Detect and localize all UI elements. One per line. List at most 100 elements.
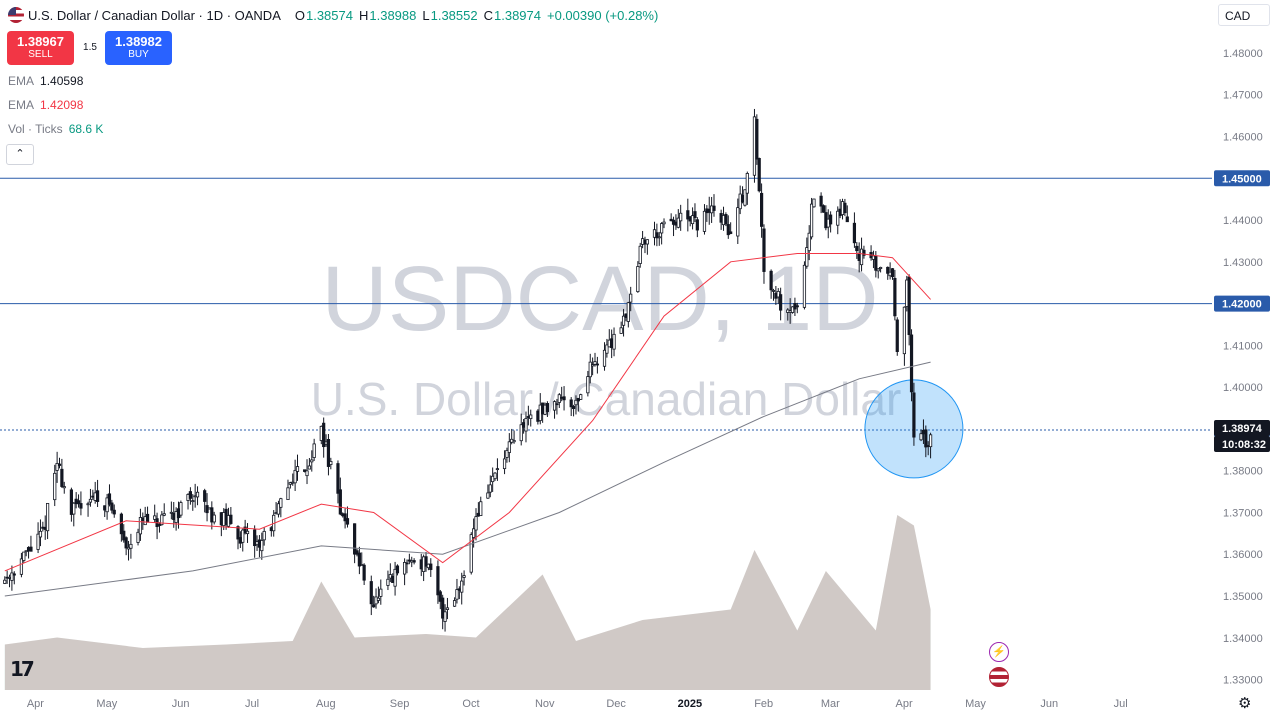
candle-body <box>293 469 297 484</box>
candle-body <box>693 211 697 218</box>
candle-body <box>902 306 907 355</box>
candle-body <box>469 534 473 573</box>
indicator-volume[interactable]: Vol · Ticks 68.6 K <box>8 122 103 136</box>
candle-body <box>107 493 112 505</box>
candle-body <box>919 433 923 441</box>
candle-body <box>452 600 457 607</box>
candle-body <box>852 222 857 244</box>
candle-body <box>776 290 780 298</box>
candle-body <box>307 465 312 470</box>
candle-body <box>574 399 578 406</box>
candle-body <box>552 401 557 411</box>
price-tick-label: 1.48000 <box>1223 48 1263 60</box>
currency-selector[interactable]: CAD <box>1218 4 1270 26</box>
price-tick-label: 1.36000 <box>1223 549 1263 561</box>
us-flag-icon[interactable] <box>989 667 1009 687</box>
indicator-value: 1.42098 <box>40 98 84 112</box>
candle-body <box>809 203 814 238</box>
candle-body <box>57 463 62 466</box>
candle-body <box>429 563 433 570</box>
price-tick-label: 1.33000 <box>1223 675 1263 687</box>
candle-body <box>829 214 833 225</box>
time-tick-label: Jul <box>245 698 259 710</box>
price-label-box <box>1214 420 1270 437</box>
candle-body <box>488 484 492 493</box>
candle-body <box>819 195 823 207</box>
candle-body <box>909 334 914 393</box>
candle-body <box>229 514 233 524</box>
sell-label: SELL <box>28 49 53 60</box>
candle-body <box>236 526 240 540</box>
low-label: L <box>422 7 430 23</box>
candle-body <box>95 490 100 502</box>
candle-body <box>195 491 200 498</box>
candle-body <box>405 562 409 565</box>
collapse-indicators-button[interactable]: ⌃ <box>6 144 34 165</box>
candle-body <box>729 231 733 234</box>
candle-body <box>924 429 928 448</box>
candle-body <box>241 529 245 543</box>
candle-body <box>338 489 342 515</box>
candle-body <box>329 461 333 465</box>
candle-body <box>119 513 123 535</box>
candle-body <box>122 530 126 541</box>
candle-body <box>322 422 326 448</box>
candle-body <box>110 502 114 511</box>
candle-body <box>524 418 528 432</box>
price-label-text: 1.38974 <box>1222 423 1263 435</box>
candle-body <box>353 523 357 555</box>
candle-body <box>529 414 533 420</box>
price-tick-label: 1.44000 <box>1223 215 1263 227</box>
candle-body <box>153 515 157 520</box>
candle-body <box>629 293 633 303</box>
candle-body <box>595 363 599 366</box>
gear-icon[interactable]: ⚙ <box>1238 695 1252 712</box>
candle-body <box>562 396 566 401</box>
indicator-ema-slow[interactable]: EMA 1.42098 <box>8 98 83 112</box>
candle-body <box>19 558 24 575</box>
candle-body <box>286 487 290 501</box>
candle-body <box>455 589 459 600</box>
time-tick-label: Apr <box>896 698 913 710</box>
candle-body <box>362 564 366 581</box>
candle-body <box>771 290 776 292</box>
candle-body <box>436 566 440 596</box>
candle-body <box>369 581 373 605</box>
candle-body <box>519 424 523 442</box>
candle-body <box>124 537 128 549</box>
lightning-icon[interactable]: ⚡ <box>989 642 1009 662</box>
buy-button[interactable]: 1.38982 BUY <box>105 31 172 65</box>
price-tick-label: 1.46000 <box>1223 132 1263 144</box>
candle-body <box>807 232 811 252</box>
candle-body <box>679 212 683 222</box>
candle-body <box>507 441 511 453</box>
time-tick-label: Oct <box>462 698 479 710</box>
price-label-text: 1.42000 <box>1222 299 1262 311</box>
candle-body <box>53 472 57 501</box>
candle-body <box>886 266 890 274</box>
candle-body <box>762 228 766 272</box>
price-tick-label: 1.43000 <box>1223 257 1263 269</box>
candle-body <box>212 514 216 523</box>
candle-body <box>46 503 50 532</box>
candle-body <box>376 597 381 601</box>
candle-body <box>736 207 740 237</box>
candle-body <box>326 439 331 467</box>
candle-body <box>112 509 116 515</box>
sell-button[interactable]: 1.38967 SELL <box>7 31 74 65</box>
candle-body <box>22 551 26 561</box>
candle-body <box>245 530 250 535</box>
indicator-ema-fast[interactable]: EMA 1.40598 <box>8 74 83 88</box>
candles <box>3 108 933 632</box>
candle-body <box>760 192 764 227</box>
symbol-title[interactable]: U.S. Dollar / Canadian Dollar · 1D · OAN… <box>28 7 281 23</box>
candle-body <box>462 575 466 578</box>
close-label: C <box>483 7 493 23</box>
candle-body <box>907 276 911 335</box>
candle-body <box>555 403 559 406</box>
candle-body <box>879 266 883 269</box>
candle-body <box>505 450 509 458</box>
candle-body <box>862 249 866 256</box>
candle-body <box>695 219 699 231</box>
